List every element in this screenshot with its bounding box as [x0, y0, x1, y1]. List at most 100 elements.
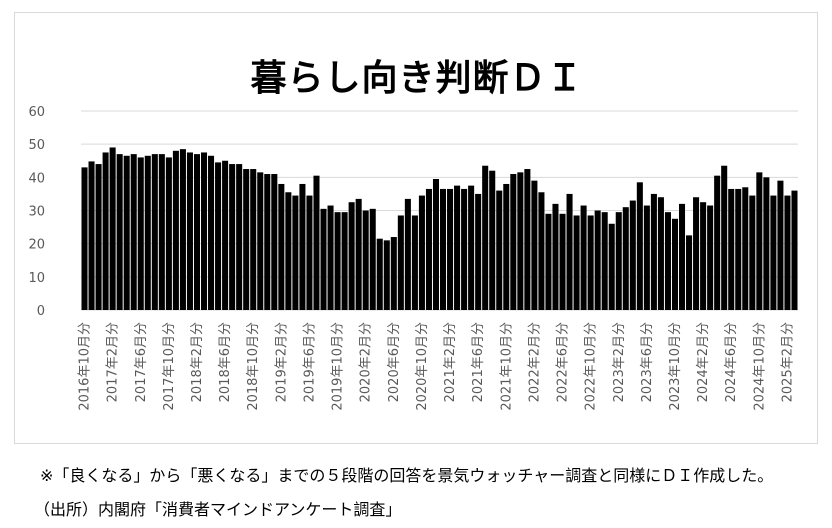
- bar: [292, 195, 299, 310]
- x-tick-label: 2019年2月分: [274, 322, 289, 402]
- bar: [622, 207, 629, 310]
- bar: [193, 154, 201, 310]
- x-tick-label: 2017年10月分: [162, 322, 177, 411]
- y-tick-label: 50: [28, 138, 45, 153]
- bar: [411, 215, 418, 310]
- bar: [601, 212, 608, 310]
- bar: [348, 202, 355, 310]
- bar: [144, 155, 151, 310]
- bar: [531, 180, 538, 310]
- bar: [496, 190, 503, 310]
- bar: [355, 198, 362, 310]
- bar: [130, 154, 137, 310]
- x-tick-label: 2021年10月分: [499, 322, 514, 411]
- bar: [320, 208, 327, 310]
- bar: [341, 212, 348, 310]
- bar: [257, 172, 264, 310]
- x-tick-label: 2018年10月分: [246, 322, 261, 411]
- bar: [707, 205, 714, 310]
- bar: [770, 195, 777, 310]
- bar: [664, 212, 671, 310]
- y-tick-label: 60: [28, 105, 45, 120]
- bar: [179, 149, 186, 310]
- bar: [165, 157, 172, 310]
- x-tick-label: 2020年2月分: [359, 322, 374, 402]
- bar: [629, 200, 636, 310]
- x-tick-label: 2023年10月分: [668, 322, 683, 411]
- bar: [721, 165, 728, 310]
- bar-chart: 0 10 20 30 40 50 60 2016年10月分 2017年2月分 2017年6月分 20…: [28, 105, 798, 411]
- bar: [517, 172, 524, 310]
- x-tick-label: 2022年10月分: [584, 322, 599, 411]
- x-tick-label: 2019年6月分: [302, 322, 317, 402]
- bar: [728, 188, 735, 310]
- bar: [95, 164, 102, 310]
- bar: [123, 155, 130, 310]
- bar: [489, 170, 496, 310]
- x-tick-label: 2024年10月分: [752, 322, 767, 411]
- x-tick-label: 2021年2月分: [443, 322, 458, 402]
- bar: [186, 152, 193, 310]
- bar: [594, 210, 601, 310]
- bar: [678, 203, 686, 310]
- x-tick-label: 2023年2月分: [612, 322, 627, 402]
- bar: [447, 188, 454, 310]
- bar: [229, 164, 236, 310]
- bar: [250, 169, 257, 310]
- bar: [102, 152, 109, 310]
- x-tick-label: 2025年2月分: [780, 322, 795, 402]
- bar: [313, 175, 320, 310]
- bar: [510, 174, 517, 310]
- x-tick-label: 2020年6月分: [387, 322, 402, 402]
- bar: [362, 210, 369, 310]
- y-tick-label: 0: [37, 304, 45, 319]
- bar: [461, 188, 468, 310]
- bar: [482, 165, 489, 310]
- x-tick-label: 2021年6月分: [471, 322, 486, 402]
- x-tick-label: 2022年2月分: [527, 322, 542, 402]
- bar: [243, 169, 250, 310]
- bar: [700, 202, 707, 310]
- x-tick-label: 2017年2月分: [106, 322, 121, 402]
- bar: [278, 183, 285, 310]
- bar: [236, 164, 243, 310]
- x-tick-label: 2016年10月分: [78, 322, 93, 411]
- bar: [615, 212, 622, 310]
- bar: [657, 197, 664, 310]
- bar: [271, 174, 278, 310]
- bar: [714, 175, 721, 310]
- x-tick-label: 2019年10月分: [331, 322, 346, 411]
- bar: [608, 223, 615, 310]
- bar: [200, 152, 208, 310]
- bar: [475, 193, 482, 310]
- x-tick-label: 2018年6月分: [218, 322, 233, 402]
- bar: [552, 203, 559, 310]
- bar: [566, 193, 573, 310]
- y-tick-label: 20: [28, 238, 45, 253]
- bar: [524, 169, 531, 310]
- bar: [334, 212, 341, 310]
- bar: [215, 162, 222, 310]
- bar: [151, 154, 158, 310]
- bar: [439, 188, 447, 310]
- bar: [686, 235, 693, 310]
- bar: [503, 183, 510, 310]
- bar: [559, 213, 566, 310]
- bar: [454, 185, 461, 310]
- bar: [636, 182, 643, 310]
- bar: [735, 188, 742, 310]
- bar: [222, 160, 229, 310]
- x-tick-label: 2017年6月分: [134, 322, 149, 402]
- bar: [749, 195, 756, 310]
- bar: [432, 178, 440, 310]
- bar: [791, 190, 798, 310]
- bar: [376, 238, 383, 310]
- bar: [88, 161, 95, 310]
- x-tick-label: 2020年10月分: [415, 322, 430, 411]
- x-tick-label: 2022年6月分: [556, 322, 571, 402]
- bar: [306, 195, 313, 310]
- bar: [285, 192, 292, 310]
- x-tick-label: 2023年6月分: [640, 322, 655, 402]
- bar: [109, 147, 116, 310]
- chart-frame: 暮らし向き判断ＤＩ 0 10 20 30 40 50 60 2016年10月分 2017年2月分…: [14, 12, 818, 444]
